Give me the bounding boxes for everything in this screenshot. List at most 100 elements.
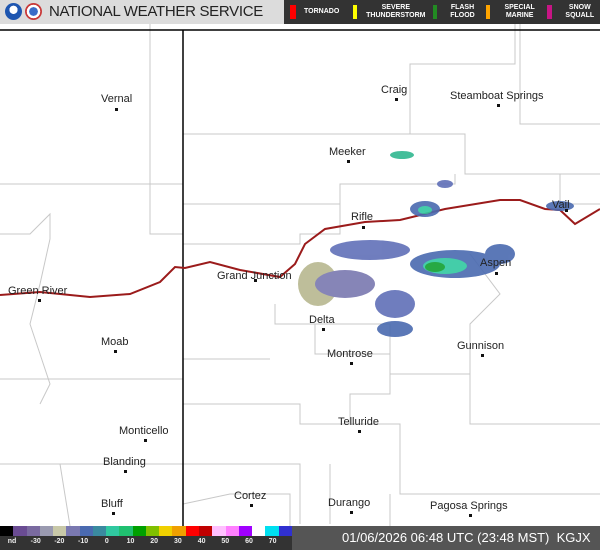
city-label: Bluff (101, 498, 123, 510)
warning-label: TORNADO (304, 8, 340, 15)
header: NATIONAL WEATHER SERVICE TORNADO SEVERE T… (0, 0, 600, 24)
colorbar-swatch (66, 526, 80, 536)
city-marker (115, 108, 118, 111)
city-marker (358, 430, 361, 433)
city-marker (114, 350, 117, 353)
colorbar-swatch (225, 526, 239, 536)
colorbar-swatch (0, 526, 14, 536)
city-label: Blanding (103, 456, 146, 468)
warning-tornado: TORNADO (290, 0, 347, 24)
colorbar-label: 20 (150, 538, 159, 545)
colorbar-label: 70 (268, 538, 277, 545)
colorbar-label: 60 (245, 538, 253, 545)
city-label: Aspen (480, 257, 512, 269)
colorbar-swatch (159, 526, 173, 536)
warning-label: SEVERE THUNDERSTORM (366, 4, 426, 19)
city-label: Rifle (351, 211, 374, 223)
colorbar-label: nd (7, 538, 17, 545)
city-label: Moab (101, 336, 129, 348)
warning-label: FLASH FLOOD (450, 4, 475, 19)
warning-legend: TORNADO SEVERE THUNDERSTORM FLASH FLOOD SPE… (284, 0, 600, 24)
colorbar-swatch (119, 526, 133, 536)
colorbar-swatch (39, 526, 54, 536)
colorbar-swatch (198, 526, 213, 536)
colorbar-swatch (132, 526, 146, 536)
city-marker (350, 362, 353, 365)
colorbar-swatch (92, 526, 107, 536)
colorbar-swatch (212, 526, 226, 536)
colorbar-swatch (26, 526, 40, 536)
city-marker (347, 160, 350, 163)
city-marker (495, 272, 498, 275)
city-label: Pagosa Springs (430, 500, 508, 512)
colorbar-swatch (106, 526, 120, 536)
city-label: Vail (552, 199, 570, 211)
warning-swatch (486, 5, 491, 19)
warning-swatch (546, 5, 552, 19)
warning-severe-thunderstorm: SEVERE THUNDERSTORM (352, 0, 427, 24)
city-marker (250, 504, 253, 507)
city-marker (565, 209, 568, 212)
colorbar-swatch (172, 526, 186, 536)
city-marker (124, 470, 127, 473)
colorbar-label: 50 (221, 538, 230, 545)
city-marker (112, 512, 115, 515)
colorbar-labels: nd-30-20-1001020304050607080dBZ (0, 538, 327, 550)
colorbar-label: -10 (78, 538, 89, 545)
interstate-70 (0, 199, 600, 299)
colorbar-label: 40 (197, 538, 206, 545)
city-marker (350, 511, 353, 514)
warning-swatch (290, 5, 296, 19)
city-marker (144, 439, 147, 442)
colorbar-swatch (145, 526, 160, 536)
warning-label: SPECIAL MARINE (504, 4, 535, 19)
reflectivity-colorbar: nd-30-20-1001020304050607080dBZ (0, 526, 327, 550)
city-label: Monticello (119, 425, 169, 437)
colorbar-swatch (252, 526, 266, 536)
colorbar-swatch (265, 526, 279, 536)
colorbar-swatch (79, 526, 93, 536)
status-bar: 01/06/2026 06:48 UTC (23:48 MST) KGJX (292, 526, 600, 550)
city-label: Steamboat Springs (450, 90, 544, 102)
warning-swatch (352, 5, 357, 19)
colorbar-label: 30 (173, 538, 182, 545)
radar-map[interactable] (0, 24, 600, 526)
city-marker (38, 299, 41, 302)
warning-swatch (432, 5, 437, 19)
city-label: Delta (309, 314, 335, 326)
warning-label: SNOW SQUALL (565, 4, 595, 19)
city-label: Green River (8, 285, 68, 297)
colorbar-label: 10 (126, 538, 135, 545)
colorbar-swatch (278, 526, 292, 536)
nws-logo-icon (25, 3, 42, 20)
colorbar-swatch (53, 526, 67, 536)
city-label: Meeker (329, 146, 366, 158)
warning-special-marine: SPECIAL MARINE (486, 0, 541, 24)
city-marker (395, 98, 398, 101)
city-label: Craig (381, 84, 408, 96)
page-title: NATIONAL WEATHER SERVICE (49, 3, 263, 20)
colorbar-swatch (13, 526, 27, 536)
timestamp: 01/06/2026 06:48 UTC (23:48 MST) (342, 530, 550, 545)
city-marker (469, 514, 472, 517)
warning-snow-squall: SNOW SQUALL (546, 0, 600, 24)
city-marker (497, 104, 500, 107)
colorbar-swatches (0, 526, 292, 536)
radar-echoes (298, 151, 574, 337)
county-lines (0, 24, 600, 526)
city-marker (481, 354, 484, 357)
noaa-logo-icon (5, 3, 22, 20)
city-label: Telluride (338, 416, 379, 428)
city-label: Cortez (234, 490, 267, 502)
colorbar-swatch (238, 526, 253, 536)
city-label: Durango (328, 497, 371, 509)
city-label: Gunnison (457, 340, 505, 352)
city-label: Montrose (327, 348, 373, 360)
city-marker (362, 226, 365, 229)
city-marker (254, 279, 257, 282)
city-marker (322, 328, 325, 331)
radar-station: KGJX (556, 530, 591, 545)
colorbar-label: -20 (54, 538, 65, 545)
colorbar-label: 0 (104, 538, 109, 545)
colorbar-swatch (185, 526, 199, 536)
